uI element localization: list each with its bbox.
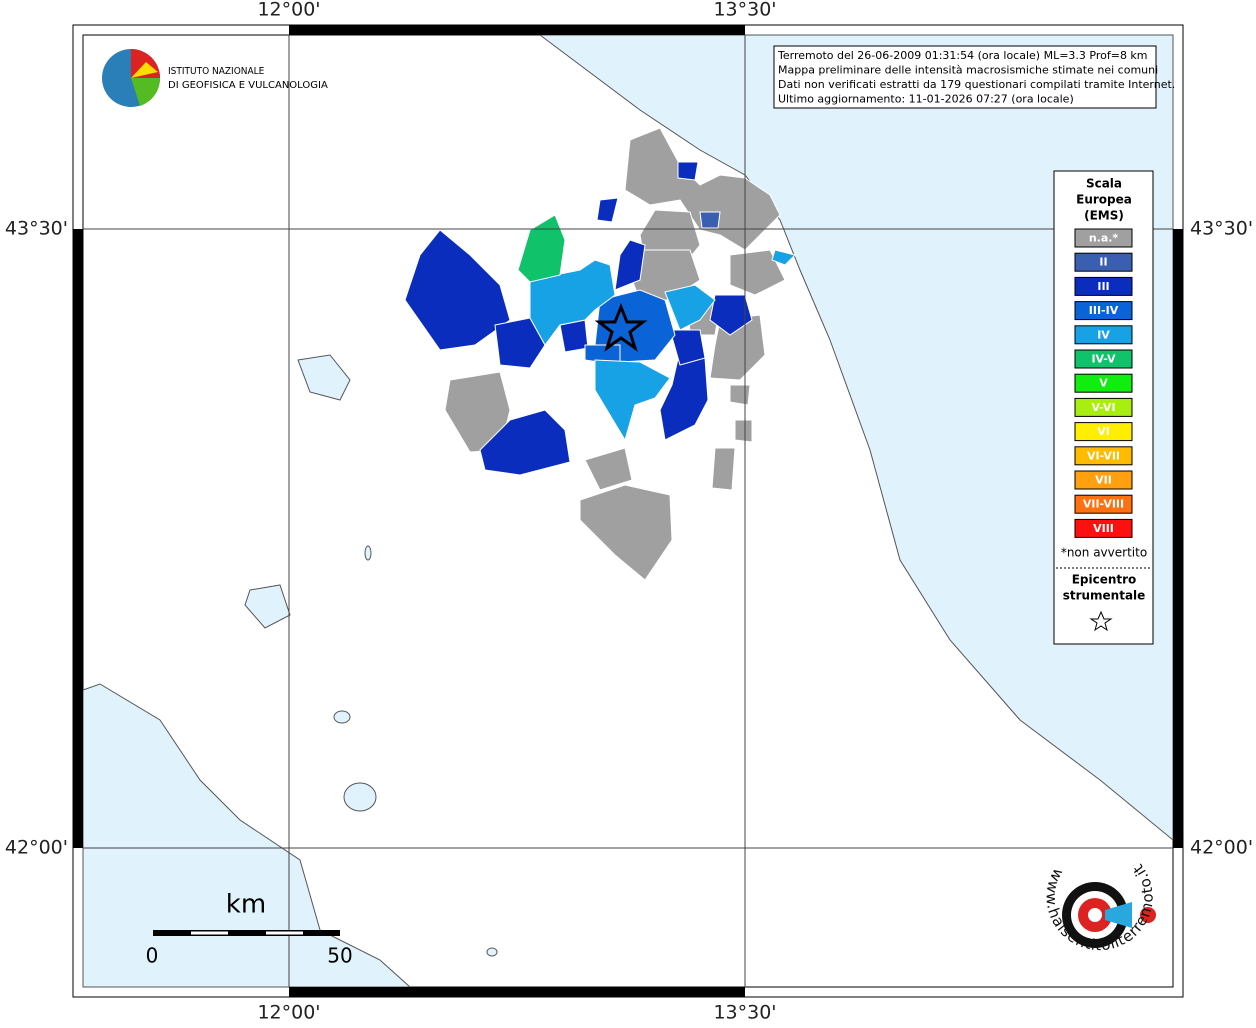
sea <box>538 34 1174 842</box>
municipalities <box>404 127 796 581</box>
legend-title: Scala <box>1086 177 1122 191</box>
frame-bars <box>73 25 1183 997</box>
lon-label: 13°30' <box>713 1002 776 1024</box>
legend-label: VIII <box>1093 522 1114 535</box>
legend-label: n.a.* <box>1089 232 1119 245</box>
scale-bar <box>153 930 340 936</box>
graticule <box>83 35 1173 987</box>
legend-label: V-VI <box>1091 401 1115 414</box>
legend-note: *non avvertito <box>1061 546 1147 560</box>
info-box <box>773 45 1157 109</box>
legend-star <box>1089 610 1113 632</box>
legend-label: V <box>1099 377 1108 390</box>
lat-label: 42°00' <box>1190 837 1253 859</box>
info-line: Terremoto del 26-06-2009 01:31:54 (ora l… <box>777 49 1148 62</box>
legend-swatch <box>1074 301 1133 321</box>
legend-label: IV <box>1097 328 1110 341</box>
legend-swatch <box>1074 252 1133 272</box>
legend-title: Europea <box>1076 193 1132 207</box>
scale-label: 0 <box>146 944 159 968</box>
site-logo: www.haisentitoilterremoto.it <box>1043 861 1156 954</box>
lon-label: 12°00' <box>257 1002 320 1024</box>
legend-title: (EMS) <box>1084 209 1124 223</box>
info-line: Mappa preliminare delle intensità macros… <box>778 64 1158 77</box>
legend-swatch <box>1074 276 1133 296</box>
legend-label: IV-V <box>1091 353 1116 366</box>
ingv-logo: ISTITUTO NAZIONALE DI GEOFISICA E VULCAN… <box>102 49 328 107</box>
legend-label: VII-VIII <box>1083 498 1124 511</box>
legend-swatch <box>1074 228 1133 248</box>
legend-swatch <box>1074 470 1133 490</box>
legend-label: III <box>1097 280 1109 293</box>
logo-text: DI GEOFISICA E VULCANOLOGIA <box>168 80 328 91</box>
legend-swatch <box>1074 349 1133 369</box>
lat-label: 43°30' <box>1190 218 1253 240</box>
legend-swatch <box>1074 422 1133 442</box>
legend-label: VI-VII <box>1087 449 1120 462</box>
lon-label: 12°00' <box>257 0 320 21</box>
legend-epicenter: Epicentro <box>1072 573 1137 587</box>
legend-swatch <box>1074 397 1133 417</box>
logo-text: ISTITUTO NAZIONALE <box>168 66 265 77</box>
lat-label: 42°00' <box>5 837 68 859</box>
lakes <box>244 354 498 957</box>
legend-swatch <box>1074 446 1133 466</box>
legend-label: II <box>1099 256 1107 269</box>
legend-label: VII <box>1095 474 1112 487</box>
legend-label: VI <box>1097 425 1110 438</box>
legend-label: III-IV <box>1089 304 1119 317</box>
info-line: Ultimo aggiornamento: 11-01-2026 07:27 (… <box>778 93 1074 106</box>
legend-swatch <box>1074 494 1133 514</box>
epicenter <box>594 302 648 352</box>
legend-swatch <box>1074 373 1133 393</box>
info-line: Dati non verificati estratti da 179 ques… <box>778 78 1175 91</box>
scale-label: 50 <box>327 944 352 968</box>
lat-label: 43°30' <box>5 218 68 240</box>
legend-epicenter: strumentale <box>1063 589 1146 603</box>
legend-swatch <box>1074 518 1133 538</box>
legend-swatch <box>1074 325 1133 345</box>
lon-label: 13°30' <box>713 0 776 21</box>
scale-unit: km <box>226 890 266 920</box>
